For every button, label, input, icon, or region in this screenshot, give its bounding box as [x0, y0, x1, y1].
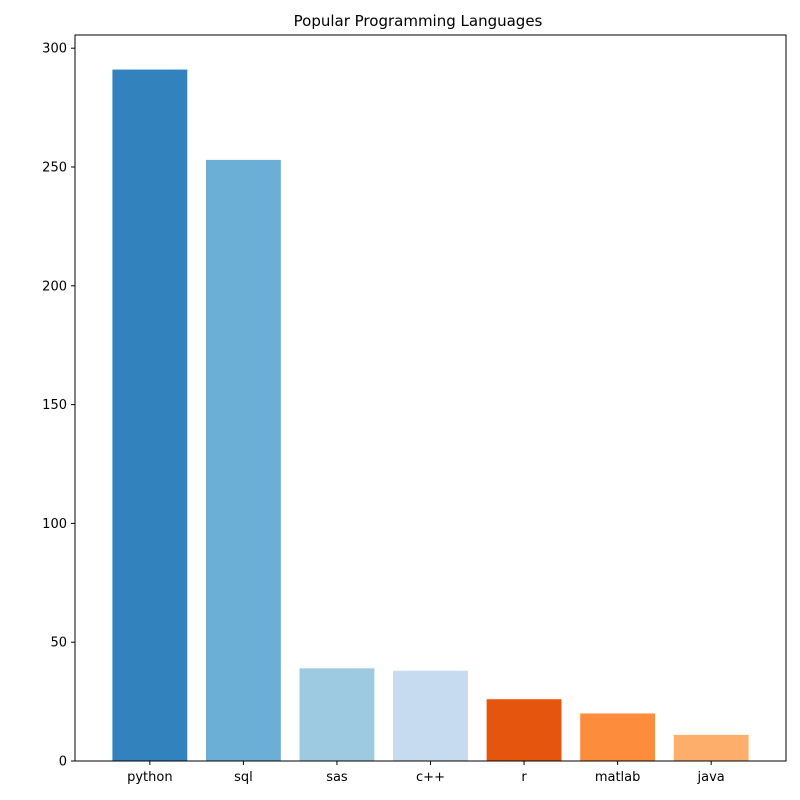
- bar-sas: [299, 668, 375, 761]
- x-tick-label: matlab: [595, 770, 641, 785]
- chart-title: Popular Programming Languages: [294, 12, 543, 30]
- x-tick-label: c++: [416, 770, 445, 785]
- x-tick-label: java: [697, 770, 725, 785]
- bar-cplusplus: [393, 670, 468, 761]
- x-tick-label: r: [521, 770, 527, 785]
- bar-python: [112, 69, 188, 762]
- plot-frame: [74, 34, 787, 762]
- y-axis-ticks: 0 50 100 150 200 250 300: [42, 42, 75, 770]
- y-tick-label: 150: [42, 398, 67, 413]
- y-tick-label: 250: [42, 160, 67, 175]
- y-tick-label: 100: [42, 517, 67, 532]
- x-axis-ticks: python sql sas c++ r matlab java: [127, 761, 725, 785]
- x-tick-label: sas: [326, 770, 348, 785]
- bar-sql: [205, 159, 281, 761]
- y-tick-label: 300: [42, 42, 67, 57]
- x-tick-label: sql: [234, 770, 253, 785]
- y-tick-label: 200: [42, 279, 67, 294]
- y-tick-label: 0: [59, 755, 67, 770]
- y-tick-label: 50: [50, 636, 67, 651]
- bar-java: [673, 734, 749, 761]
- bar-matlab: [580, 713, 656, 761]
- bars-group: [112, 69, 749, 762]
- x-tick-label: python: [127, 770, 172, 785]
- bar-r: [486, 699, 562, 761]
